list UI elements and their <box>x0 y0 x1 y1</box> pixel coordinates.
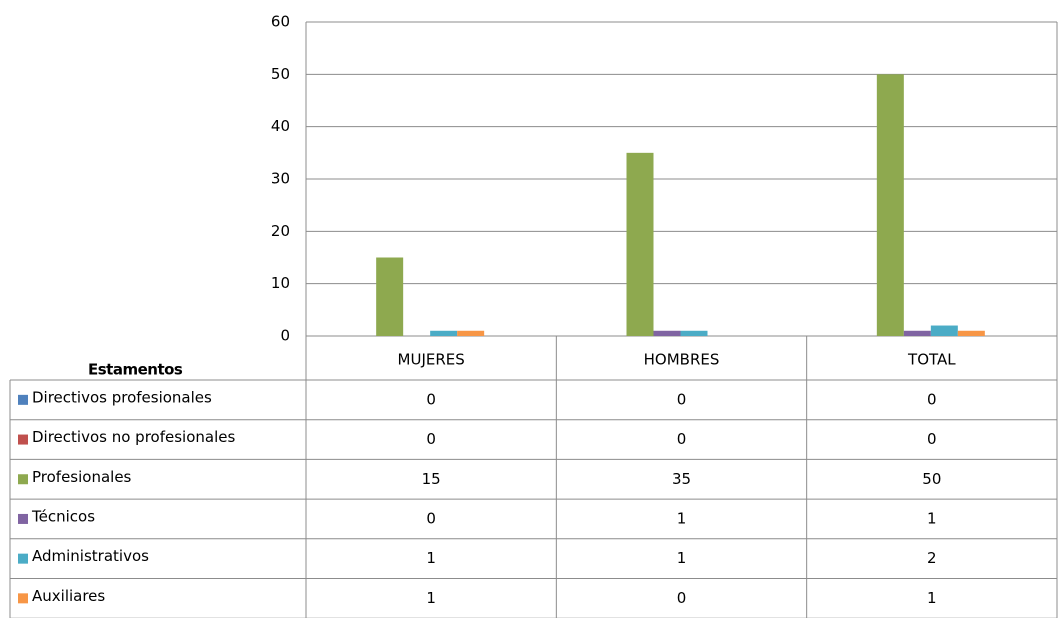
table-value: 0 <box>927 430 937 448</box>
bar <box>653 330 681 336</box>
table-value: 35 <box>672 470 691 488</box>
bar <box>680 330 708 336</box>
x-tick-label: MUJERES <box>398 351 465 369</box>
legend-swatch <box>18 434 28 445</box>
bar <box>457 330 485 336</box>
table-value: 2 <box>927 549 937 567</box>
legend-label: Profesionales <box>32 468 132 486</box>
y-tick-label: 10 <box>271 274 290 292</box>
table-value: 1 <box>927 589 937 607</box>
y-tick-label: 40 <box>271 117 290 135</box>
x-tick-label: TOTAL <box>907 351 956 369</box>
table-value: 1 <box>426 549 436 567</box>
table-value: 1 <box>927 509 937 527</box>
y-tick-label: 20 <box>271 222 290 240</box>
bar <box>376 257 404 336</box>
table-value: 0 <box>426 390 436 408</box>
legend-label: Auxiliares <box>32 587 105 605</box>
legend-label: Directivos profesionales <box>32 388 212 406</box>
legend-swatch <box>18 394 28 405</box>
legend-swatch <box>18 474 28 485</box>
y-tick-label: 60 <box>271 13 290 31</box>
legend-swatch <box>18 593 28 604</box>
table-value: 0 <box>677 390 687 408</box>
x-tick-label: HOMBRES <box>644 351 720 369</box>
table-value: 0 <box>677 430 687 448</box>
bar <box>430 330 458 336</box>
legend-label: Administrativos <box>32 547 149 565</box>
table-value: 0 <box>677 589 687 607</box>
table-value: 1 <box>677 509 687 527</box>
table-value: 1 <box>677 549 687 567</box>
legend-label: Técnicos <box>31 507 95 525</box>
table-value: 0 <box>927 390 937 408</box>
legend-swatch <box>18 513 28 524</box>
bar <box>930 325 958 336</box>
table-value: 1 <box>426 589 436 607</box>
bar <box>626 152 654 336</box>
y-tick-label: 50 <box>271 65 290 83</box>
bar <box>876 74 904 336</box>
y-tick-label: 30 <box>271 170 290 188</box>
bar <box>957 330 985 336</box>
y-tick-label: 0 <box>280 327 290 345</box>
legend-swatch <box>18 553 28 564</box>
legend-title: Estamentos <box>88 361 183 379</box>
table-value: 0 <box>426 509 436 527</box>
bar <box>903 330 931 336</box>
legend-label: Directivos no profesionales <box>32 428 235 446</box>
table-value: 50 <box>922 470 941 488</box>
table-value: 15 <box>422 470 441 488</box>
table-value: 0 <box>426 430 436 448</box>
